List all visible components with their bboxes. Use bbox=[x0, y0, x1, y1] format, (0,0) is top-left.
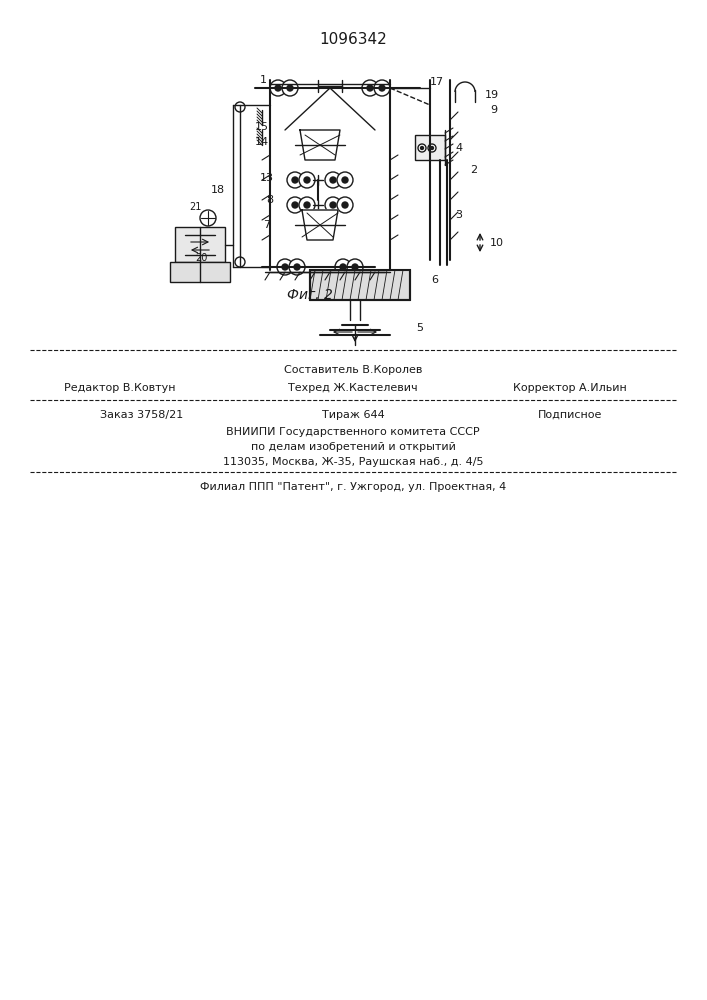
Text: 7: 7 bbox=[263, 220, 270, 230]
Bar bbox=[415, 135, 445, 160]
Bar bbox=[310, 270, 410, 300]
Circle shape bbox=[421, 146, 423, 149]
Text: ВНИИПИ Государственного комитета СССР: ВНИИПИ Государственного комитета СССР bbox=[226, 427, 480, 437]
Circle shape bbox=[235, 102, 245, 112]
Text: по делам изобретений и открытий: по делам изобретений и открытий bbox=[250, 442, 455, 452]
Bar bbox=[175, 227, 225, 262]
Circle shape bbox=[330, 202, 336, 208]
Bar bbox=[170, 262, 230, 282]
Circle shape bbox=[352, 264, 358, 270]
Circle shape bbox=[299, 172, 315, 188]
Circle shape bbox=[431, 146, 433, 149]
Circle shape bbox=[337, 172, 353, 188]
Circle shape bbox=[270, 80, 286, 96]
Text: Филиал ППП "Патент", г. Ужгород, ул. Проектная, 4: Филиал ППП "Патент", г. Ужгород, ул. Про… bbox=[200, 482, 506, 492]
Text: 1: 1 bbox=[259, 75, 267, 85]
Circle shape bbox=[304, 202, 310, 208]
Text: 9: 9 bbox=[490, 105, 497, 115]
Text: 18: 18 bbox=[211, 185, 225, 195]
Circle shape bbox=[292, 202, 298, 208]
Circle shape bbox=[325, 197, 341, 213]
Text: 20: 20 bbox=[195, 253, 207, 263]
Circle shape bbox=[347, 259, 363, 275]
Text: 5: 5 bbox=[416, 323, 423, 333]
Circle shape bbox=[287, 197, 303, 213]
Circle shape bbox=[282, 264, 288, 270]
Text: 1096342: 1096342 bbox=[319, 32, 387, 47]
Text: Заказ 3758/21: Заказ 3758/21 bbox=[100, 410, 183, 420]
Polygon shape bbox=[302, 210, 338, 240]
Circle shape bbox=[335, 259, 351, 275]
Text: Техред Ж.Кастелевич: Техред Ж.Кастелевич bbox=[288, 383, 418, 393]
Circle shape bbox=[342, 202, 348, 208]
Text: 3: 3 bbox=[455, 210, 462, 220]
Circle shape bbox=[418, 144, 426, 152]
Text: 10: 10 bbox=[490, 238, 504, 248]
Circle shape bbox=[289, 259, 305, 275]
Circle shape bbox=[200, 210, 216, 226]
Text: 14: 14 bbox=[255, 137, 269, 147]
Circle shape bbox=[299, 197, 315, 213]
Circle shape bbox=[287, 172, 303, 188]
Circle shape bbox=[275, 85, 281, 91]
Polygon shape bbox=[300, 130, 340, 160]
Circle shape bbox=[292, 177, 298, 183]
Circle shape bbox=[325, 172, 341, 188]
Circle shape bbox=[287, 85, 293, 91]
Circle shape bbox=[337, 197, 353, 213]
Text: 19: 19 bbox=[485, 90, 499, 100]
Circle shape bbox=[428, 144, 436, 152]
Text: 21: 21 bbox=[189, 202, 201, 212]
Circle shape bbox=[304, 177, 310, 183]
Circle shape bbox=[282, 80, 298, 96]
Text: Фиг. 2: Фиг. 2 bbox=[287, 288, 333, 302]
Circle shape bbox=[379, 85, 385, 91]
Text: Редактор В.Ковтун: Редактор В.Ковтун bbox=[64, 383, 176, 393]
Text: 4: 4 bbox=[455, 143, 462, 153]
Circle shape bbox=[294, 264, 300, 270]
Text: Составитель В.Королев: Составитель В.Королев bbox=[284, 365, 422, 375]
Text: 2: 2 bbox=[470, 165, 477, 175]
Text: 113035, Москва, Ж-35, Раушская наб., д. 4/5: 113035, Москва, Ж-35, Раушская наб., д. … bbox=[223, 457, 484, 467]
Text: 13: 13 bbox=[260, 173, 274, 183]
Circle shape bbox=[362, 80, 378, 96]
Circle shape bbox=[342, 177, 348, 183]
Text: 6: 6 bbox=[431, 275, 438, 285]
Circle shape bbox=[340, 264, 346, 270]
Circle shape bbox=[277, 259, 293, 275]
Text: 8: 8 bbox=[267, 195, 274, 205]
Text: Подписное: Подписное bbox=[538, 410, 602, 420]
Circle shape bbox=[330, 177, 336, 183]
Circle shape bbox=[235, 257, 245, 267]
Circle shape bbox=[374, 80, 390, 96]
Text: 17: 17 bbox=[430, 77, 444, 87]
Circle shape bbox=[367, 85, 373, 91]
Text: 15: 15 bbox=[255, 122, 269, 132]
Text: Корректор А.Ильин: Корректор А.Ильин bbox=[513, 383, 627, 393]
Text: Тираж 644: Тираж 644 bbox=[322, 410, 385, 420]
